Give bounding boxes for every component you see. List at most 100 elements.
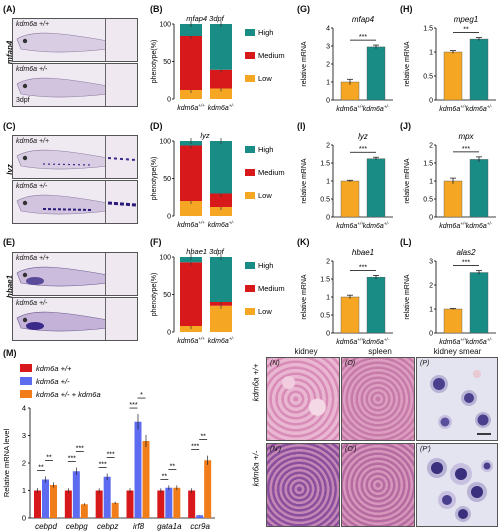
bar xyxy=(469,159,489,218)
x-tick-label: ccr9a xyxy=(190,522,210,531)
bar-het xyxy=(196,515,204,518)
panel-label-c: (C) xyxy=(3,121,16,131)
y-tick-label: 0 xyxy=(429,98,433,105)
bar-medium xyxy=(210,193,232,207)
x-tick-label: kdm6a+/- xyxy=(363,337,390,346)
y-tick-label: 0.5 xyxy=(320,313,330,320)
legend-swatch xyxy=(20,377,32,385)
chart-title: hbae1 xyxy=(352,248,374,257)
y-tick-label: 1.5 xyxy=(320,277,330,284)
legend-swatch xyxy=(245,29,255,36)
histology-row-wildtype: kdm6a +/+ xyxy=(251,363,261,402)
y-tick-label: 4 xyxy=(326,26,330,33)
y-axis-label: relative mRNA xyxy=(404,158,411,203)
bar-low xyxy=(180,90,202,99)
y-tick-label: 0 xyxy=(167,97,171,104)
bar xyxy=(340,296,360,334)
legend-label: Low xyxy=(258,74,272,83)
panel-label-i: (I) xyxy=(297,121,306,131)
y-tick-label: 0 xyxy=(429,215,433,222)
histology-row-het: kdm6a +/- xyxy=(251,450,261,487)
chart-m-grouped-bar: kdm6a +/+ kdm6a +/- kdm6a +/- + kdm6a Relat… xyxy=(2,364,215,531)
x-tick-label: kdm6a+/- xyxy=(466,104,493,113)
legend-swatch xyxy=(245,285,255,292)
y-axis-label: phenotype(%) xyxy=(151,273,158,317)
bar xyxy=(366,46,386,101)
panel-label-f: (F) xyxy=(150,237,162,247)
fish-image-wildtype: kdm6a +/+ xyxy=(12,252,138,296)
y-axis-label: phenotype(%) xyxy=(151,40,158,84)
fish-drawing xyxy=(16,77,109,98)
x-tick-label: cebpd xyxy=(35,522,57,531)
y-tick-label: 1 xyxy=(22,486,26,495)
y-tick-label: 0 xyxy=(429,331,433,338)
sig-label: *** xyxy=(359,264,367,271)
histology-kidney-het: (N') xyxy=(266,443,340,527)
y-tick-label: 50 xyxy=(163,176,171,183)
sig-label: *** xyxy=(107,451,115,458)
y-tick-label: 50 xyxy=(163,292,171,299)
histology-smear-het: (P') xyxy=(416,443,498,527)
y-tick-label: 2 xyxy=(326,62,330,69)
bar-low xyxy=(210,207,232,216)
bar-rescue xyxy=(142,441,150,518)
chart-title: mfap4 xyxy=(352,15,375,24)
x-tick-label: kdm6a+/+ xyxy=(177,103,205,112)
x-tick-label: kdm6a+/- xyxy=(363,221,390,230)
chart-h-bar: mpeg1 relative mRNA 0 0.5 1 1.5 kdm6a+/+kdm6a+… xyxy=(404,15,496,113)
legend-swatch xyxy=(245,192,255,199)
x-tick-label: kdm6a+/+ xyxy=(439,337,467,346)
bar-medium xyxy=(180,262,202,326)
y-tick-label: 1 xyxy=(429,50,433,57)
x-tick-label: kdm6a+/- xyxy=(466,337,493,346)
bar-medium xyxy=(180,36,202,90)
bar-het xyxy=(72,471,80,518)
y-tick-label: 2 xyxy=(326,259,330,266)
chart-title: hbae1 3dpf xyxy=(186,247,224,256)
sig-label: *** xyxy=(462,146,470,153)
x-tick-label: kdm6a+/- xyxy=(208,103,235,112)
y-tick-label: 2 xyxy=(22,459,26,468)
y-tick-label: 0.5 xyxy=(320,197,330,204)
y-tick-label: 3 xyxy=(326,44,330,51)
chart-d-stacked-bar: lyz phenotype(%) 0 50 100 kdm6a+/+ kdm6a+/- Hig… xyxy=(151,131,285,229)
x-tick-label: cebpg xyxy=(66,522,88,531)
y-axis-label: relative mRNA xyxy=(404,274,411,319)
histology-smear-wildtype: (P) xyxy=(416,357,498,441)
y-axis-label: relative mRNA xyxy=(301,41,308,86)
y-tick-label: 2 xyxy=(429,283,433,290)
y-axis-label: relative mRNA xyxy=(301,274,308,319)
legend-swatch xyxy=(245,146,255,153)
bar-high xyxy=(210,24,232,70)
y-tick-label: 0.5 xyxy=(423,74,433,81)
bar-low xyxy=(210,305,232,332)
chart-title: alas2 xyxy=(456,248,476,257)
legend-swatch xyxy=(20,390,32,398)
chart-j-bar: mpx relative mRNA 0 0.5 1 1.5 2 kdm6a+/+kdm6a+/… xyxy=(404,132,496,230)
y-axis-label: Relative mRNA level xyxy=(2,428,11,497)
sig-label: ** xyxy=(463,27,469,34)
sig-label: * xyxy=(140,392,143,399)
chart-i-bar: lyz relative mRNA 0 0.5 1 1.5 2 kdm6a+/+kdm6a+/… xyxy=(301,132,393,230)
legend-label: Low xyxy=(258,191,272,200)
y-tick-label: 0 xyxy=(326,215,330,222)
bar-rescue xyxy=(80,504,88,518)
panel-label-j: (J) xyxy=(400,121,411,131)
y-tick-label: 3 xyxy=(429,259,433,266)
histology-kidney-wildtype: (N) xyxy=(266,357,340,441)
fish-image-het: kdm6a +/- xyxy=(12,297,138,341)
legend-swatch xyxy=(245,262,255,269)
bar-wildtype xyxy=(157,490,165,518)
chart-b-stacked-bar: mfap4 3dpf phenotype(%) 0 50 100 kdm6a+/+ kdm6… xyxy=(151,14,285,112)
fish-image-het: kdm6a +/- 3dpf xyxy=(12,63,138,107)
sig-label: ** xyxy=(162,473,168,480)
panel-label-b: (B) xyxy=(150,4,163,14)
x-tick-label: kdm6a+/+ xyxy=(336,221,364,230)
bar-low xyxy=(210,88,232,99)
y-tick-label: 2 xyxy=(429,143,433,150)
y-tick-label: 1 xyxy=(326,179,330,186)
bar-wildtype xyxy=(126,490,134,518)
y-tick-label: 1 xyxy=(429,307,433,314)
inset-drawing xyxy=(107,201,137,207)
bar-wildtype xyxy=(95,490,103,518)
